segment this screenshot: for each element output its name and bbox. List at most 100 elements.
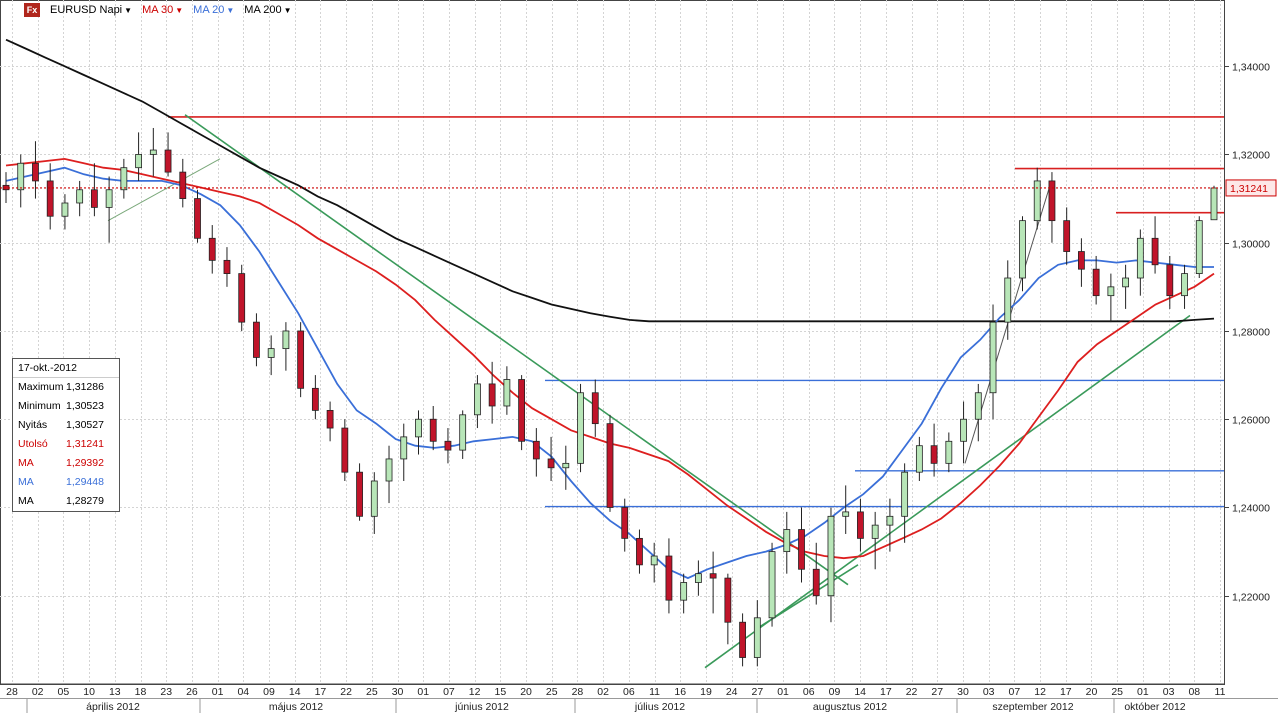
candle-body [1181, 273, 1188, 297]
info-row-label: Minimum [18, 400, 61, 412]
candle-body [1210, 187, 1218, 221]
x-day-label: 02 [32, 686, 44, 698]
candle-body [857, 511, 864, 539]
candle-body [474, 383, 481, 416]
x-day-label: 18 [135, 686, 147, 698]
ma30-dropdown[interactable]: MA 30 ▼ [142, 4, 183, 16]
candle-body [356, 471, 363, 517]
x-day-label: 13 [109, 686, 121, 698]
candle-body [724, 577, 732, 623]
candle-body [149, 149, 157, 155]
candle-body [164, 149, 172, 173]
candle-body [326, 409, 334, 429]
candle-body [1195, 220, 1203, 274]
candle-body [429, 418, 437, 442]
y-tick-label: 1,30000 [1232, 239, 1270, 251]
candle-body [768, 551, 776, 619]
info-row-value: 1,30527 [66, 419, 104, 431]
candle-body [1122, 277, 1130, 288]
x-day-label: 01 [777, 686, 789, 698]
x-day-label: 20 [520, 686, 532, 698]
info-row-label: MA [18, 457, 34, 469]
candle-body [488, 383, 496, 407]
x-day-label: 27 [931, 686, 943, 698]
info-row: Minimum 1,30523 [13, 397, 119, 416]
x-day-label: 28 [572, 686, 584, 698]
candle-body [650, 555, 658, 566]
x-day-label: 07 [1009, 686, 1021, 698]
x-day-label: 02 [597, 686, 609, 698]
info-row-label: Utolsó [18, 438, 48, 450]
candle-body [842, 511, 850, 517]
info-row: MA 1,29392 [13, 454, 119, 473]
ma20-dropdown[interactable]: MA 20 ▼ [193, 4, 234, 16]
candle-body [503, 379, 511, 407]
candle-body [179, 171, 187, 199]
candle-body [532, 440, 540, 460]
chevron-down-icon: ▼ [175, 5, 184, 15]
candle-body [562, 462, 570, 469]
x-day-label: 09 [829, 686, 841, 698]
candle-body [886, 515, 894, 526]
candle-body [135, 154, 142, 169]
symbol-dropdown[interactable]: EURUSD Napi ▼ [50, 4, 132, 16]
candle-body [1136, 237, 1144, 279]
x-day-label: 25 [1111, 686, 1123, 698]
info-row: Maximum 1,31286 [13, 378, 119, 397]
x-day-label: 28 [6, 686, 18, 698]
info-row: MA 1,29448 [13, 473, 119, 492]
candle-body [577, 392, 584, 464]
info-row-value: 1,29392 [66, 457, 104, 469]
candle-body [812, 568, 820, 597]
candle-body [415, 418, 422, 438]
info-row-value: 1,31286 [66, 381, 104, 393]
candle-body [591, 392, 599, 425]
x-day-label: 22 [340, 686, 352, 698]
x-month-label: augusztus 2012 [813, 701, 887, 713]
ma200-label: MA 200 [244, 4, 282, 16]
x-day-label: 10 [83, 686, 95, 698]
candle-body [253, 321, 260, 358]
y-tick-label: 1,34000 [1232, 62, 1270, 74]
x-day-label: 30 [392, 686, 404, 698]
x-day-label: 20 [1086, 686, 1098, 698]
chevron-down-icon: ▼ [124, 5, 133, 15]
info-row-value: 1,30523 [66, 400, 104, 412]
info-row: Utolsó 1,31241 [13, 435, 119, 454]
x-day-label: 12 [1034, 686, 1046, 698]
candle-body [680, 582, 688, 601]
candle-body [105, 189, 113, 208]
ma20-line [5, 166, 1214, 580]
x-day-label: 25 [546, 686, 558, 698]
candle-body [739, 621, 746, 658]
candle-body [90, 189, 98, 208]
x-day-label: 30 [957, 686, 969, 698]
x-day-label: 09 [263, 686, 275, 698]
candle-body [444, 440, 452, 451]
fx-logo-icon[interactable]: Fx [24, 3, 40, 17]
candle-body [709, 573, 717, 579]
x-day-label: 26 [186, 686, 198, 698]
x-day-label: 06 [803, 686, 815, 698]
x-day-label: 03 [983, 686, 995, 698]
candle-body [341, 427, 349, 473]
candle-body [753, 617, 761, 658]
candle-body [311, 387, 319, 411]
info-row-value: 1,31241 [66, 438, 104, 450]
x-day-label: 01 [212, 686, 224, 698]
x-day-label: 11 [649, 686, 660, 698]
ma200-dropdown[interactable]: MA 200 ▼ [244, 4, 291, 16]
chart-toolbar: Fx EURUSD Napi ▼ MA 30 ▼ MA 20 ▼ MA 200 … [24, 2, 292, 18]
x-month-label: szeptember 2012 [992, 701, 1073, 713]
x-day-label: 03 [1163, 686, 1175, 698]
info-row: Nyitás 1,30527 [13, 416, 119, 435]
candle-body [989, 321, 997, 394]
candle-body [370, 480, 378, 517]
info-row-value: 1,29448 [66, 476, 104, 488]
candle-body [1151, 237, 1159, 266]
ma200-line [5, 38, 1215, 323]
candle-body [32, 162, 39, 182]
chevron-down-icon: ▼ [226, 5, 235, 15]
symbol-label: EURUSD Napi [50, 4, 123, 16]
